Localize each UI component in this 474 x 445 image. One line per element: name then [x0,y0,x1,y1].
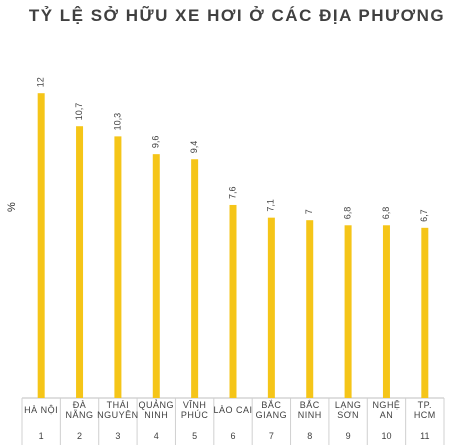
category-label: BẮC [300,400,320,410]
category-label: PHÚC [181,410,209,420]
data-label: 6,8 [342,207,352,220]
category-rank: 4 [154,431,159,441]
category-label: LÀO CAI [213,405,252,415]
category-rank: 3 [115,431,120,441]
chart-title: TỶ LỆ SỞ HỮU XE HƠI Ở CÁC ĐỊA PHƯƠNG [28,6,446,25]
bar [229,204,237,398]
data-label: 10,7 [74,103,84,121]
data-label: 10,3 [112,113,122,131]
category-rank: 5 [192,431,197,441]
category-label: TP. [418,400,432,410]
category-label: ĐÀ [73,400,87,410]
data-label: 7,6 [227,186,237,199]
data-label: 6,7 [419,209,429,222]
bar [37,93,45,398]
category-label: LẠNG [335,400,362,410]
category-label: HÀ NỘI [24,405,58,415]
bar [421,227,429,398]
category-rank: 10 [381,431,391,441]
bar [382,225,390,398]
category-label: NINH [144,410,168,420]
category-label: THÁI [107,400,130,410]
category-label: SƠN [337,410,359,420]
category-label: NINH [298,410,322,420]
category-label: QUẢNG [139,399,175,410]
data-label: 9,6 [151,136,161,149]
data-label: 7 [304,209,314,214]
bar [114,136,122,398]
bar [344,225,352,398]
category-rank: 8 [307,431,312,441]
bar [191,159,199,398]
category-label: HCM [414,410,436,420]
bar [76,126,84,398]
bar [306,220,314,398]
category-label: AN [380,410,394,420]
bar [152,154,160,398]
category-label: GIANG [256,410,288,420]
data-label: 12 [36,77,46,87]
category-rank: 9 [346,431,351,441]
category-label: VĨNH [183,400,207,410]
category-label: NẴNG [66,409,94,420]
category-label: BẮC [261,400,281,410]
data-label: 7,1 [266,199,276,212]
category-rank: 7 [269,431,274,441]
category-rank: 11 [420,431,429,441]
bar [267,217,275,398]
data-label: 6,8 [381,207,391,220]
category-rank: 6 [230,431,235,441]
data-label: 9,4 [189,141,199,154]
category-label: NGUYÊN [97,410,139,420]
category-label: NGHỆ [372,400,400,410]
category-rank: 1 [39,431,44,441]
category-rank: 2 [77,431,82,441]
